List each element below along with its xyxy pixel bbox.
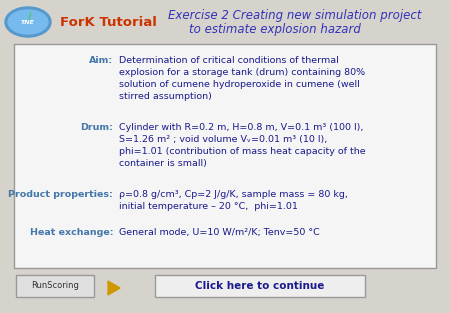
FancyBboxPatch shape [14,44,436,268]
Text: /: / [28,12,32,22]
Polygon shape [108,281,120,295]
Text: Aim:: Aim: [89,56,113,65]
Text: General mode, U=10 W/m²/K; Tenv=50 °C: General mode, U=10 W/m²/K; Tenv=50 °C [119,228,320,237]
Text: ForK Tutorial: ForK Tutorial [59,16,157,28]
Text: Product properties:: Product properties: [8,190,113,199]
Text: Heat exchange:: Heat exchange: [30,228,113,237]
Text: Cylinder with R=0.2 m, H=0.8 m, V=0.1 m³ (100 l),
S=1.26 m² ; void volume Vᵥ=0.0: Cylinder with R=0.2 m, H=0.8 m, V=0.1 m³… [119,123,365,168]
Text: TNE: TNE [21,20,35,25]
Text: Exercise 2 Creating new simulation project: Exercise 2 Creating new simulation proje… [168,9,422,23]
Ellipse shape [8,10,48,34]
Ellipse shape [5,7,51,37]
FancyBboxPatch shape [16,275,94,297]
Text: RunScoring: RunScoring [31,281,79,290]
FancyBboxPatch shape [155,275,365,297]
Text: ρ=0.8 g/cm³, Cp=2 J/g/K, sample mass = 80 kg,
initial temperature – 20 °C,  phi=: ρ=0.8 g/cm³, Cp=2 J/g/K, sample mass = 8… [119,190,348,211]
Text: to estimate explosion hazard: to estimate explosion hazard [189,23,361,37]
Text: Drum:: Drum: [80,123,113,132]
Text: Click here to continue: Click here to continue [195,281,325,291]
Text: Determination of critical conditions of thermal
explosion for a storage tank (dr: Determination of critical conditions of … [119,56,365,101]
